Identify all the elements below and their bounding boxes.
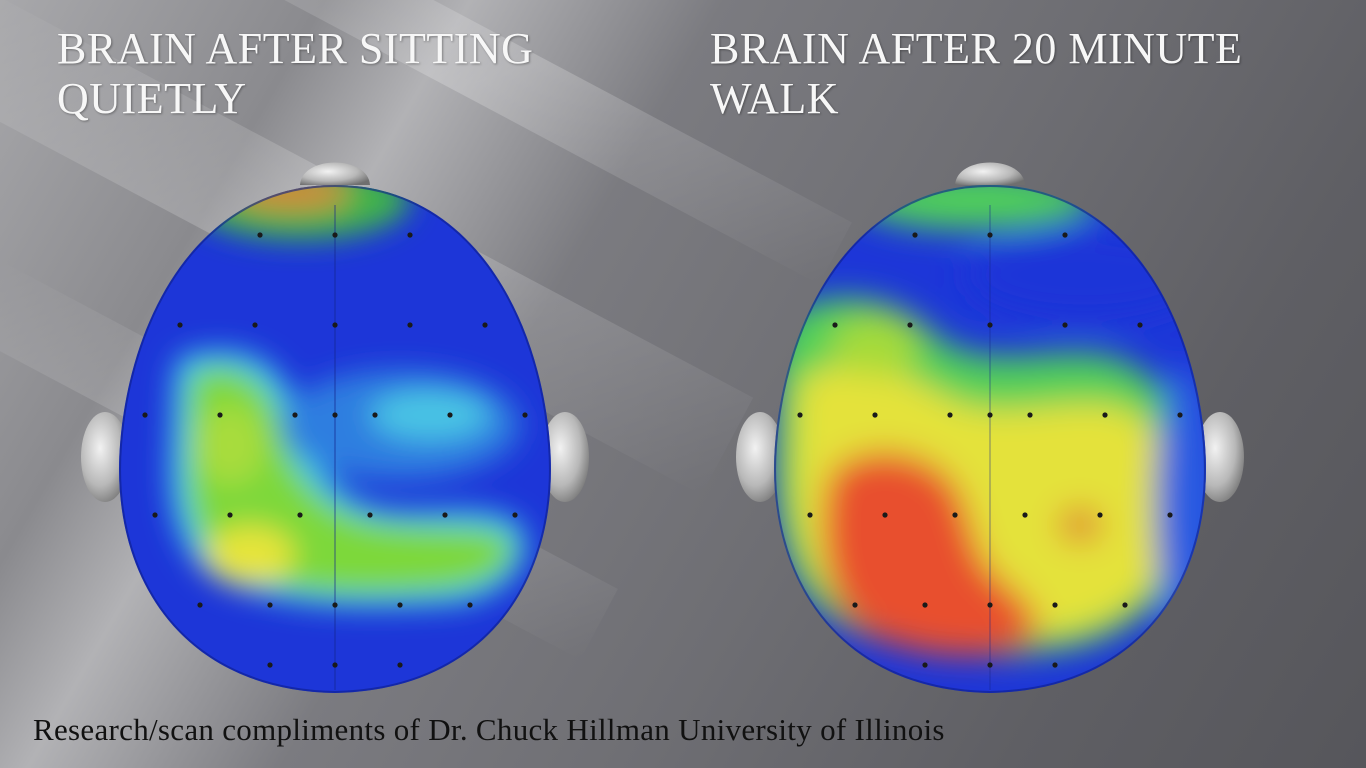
electrode-dot (407, 232, 413, 238)
electrode-dot (367, 512, 373, 518)
electrode-dot (1167, 512, 1173, 518)
nose (300, 162, 370, 185)
left-ear (736, 412, 784, 502)
electrode-dot (152, 512, 158, 518)
electrode-dot (397, 662, 403, 668)
electrode-dot (467, 602, 473, 608)
electrode-dot (852, 602, 858, 608)
electrode-dot (1022, 512, 1028, 518)
right-panel-title: BRAIN AFTER 20 MINUTE WALK (710, 24, 1330, 124)
electrode-dot (197, 602, 203, 608)
right-title-line2: WALK (710, 74, 840, 123)
right-ear (541, 412, 589, 502)
electrode-dot (987, 412, 993, 418)
electrode-dot (142, 412, 148, 418)
electrode-dot (987, 232, 993, 238)
electrode-dot (332, 322, 338, 328)
electrode-dot (217, 412, 223, 418)
electrode-dot (987, 662, 993, 668)
electrode-dot (512, 512, 518, 518)
electrode-dot (1052, 602, 1058, 608)
electrode-dot (1122, 602, 1128, 608)
electrode-dot (797, 412, 803, 418)
electrode-dot (882, 512, 888, 518)
electrode-dot (1062, 322, 1068, 328)
electrode-dot (832, 322, 838, 328)
electrode-dot (872, 412, 878, 418)
right-ear (1196, 412, 1244, 502)
nose (955, 162, 1025, 185)
electrode-dot (482, 322, 488, 328)
left-ear (81, 412, 129, 502)
electrode-dot (332, 602, 338, 608)
electrode-dot (227, 512, 233, 518)
electrode-dot (267, 662, 273, 668)
electrode-dot (297, 512, 303, 518)
electrode-dot (922, 602, 928, 608)
left-title-line2: QUIETLY (57, 74, 247, 123)
electrode-dot (372, 412, 378, 418)
electrode-dot (807, 512, 813, 518)
electrode-dot (907, 322, 913, 328)
electrode-dot (987, 322, 993, 328)
electrode-dot (407, 322, 413, 328)
electrode-dot (1062, 232, 1068, 238)
electrode-dot (1177, 412, 1183, 418)
electrode-dot (447, 412, 453, 418)
electrode-dot (987, 602, 993, 608)
electrode-dot (397, 602, 403, 608)
electrode-dot (912, 232, 918, 238)
right-title-line1: BRAIN AFTER 20 MINUTE (710, 24, 1243, 73)
electrode-dot (947, 412, 953, 418)
left-panel-title: BRAIN AFTER SITTING QUIETLY (57, 24, 617, 124)
electrode-dot (442, 512, 448, 518)
electrode-dot (952, 512, 958, 518)
left-title-line1: BRAIN AFTER SITTING (57, 24, 534, 73)
electrode-dot (332, 662, 338, 668)
electrode-dot (332, 412, 338, 418)
research-credit-caption: Research/scan compliments of Dr. Chuck H… (33, 712, 945, 747)
electrode-dot (922, 662, 928, 668)
electrode-dot (1052, 662, 1058, 668)
brain-scan-walk (736, 162, 1244, 693)
electrode-dot (522, 412, 528, 418)
electrode-dot (177, 322, 183, 328)
electrode-dot (252, 322, 258, 328)
electrode-dot (1137, 322, 1143, 328)
electrode-dot (292, 412, 298, 418)
electrode-dot (1102, 412, 1108, 418)
brain-scan-sitting (81, 162, 589, 693)
electrode-dot (267, 602, 273, 608)
electrode-dot (1027, 412, 1033, 418)
electrode-dot (1097, 512, 1103, 518)
electrode-dot (332, 232, 338, 238)
electrode-dot (257, 232, 263, 238)
